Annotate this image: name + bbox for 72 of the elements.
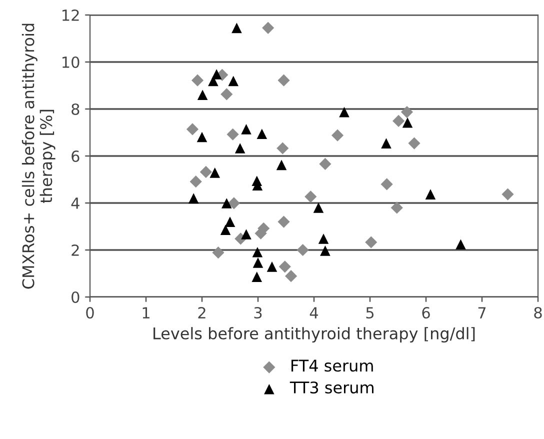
- y-tick-label: 0: [72, 291, 80, 304]
- point: [241, 124, 252, 134]
- point: [276, 160, 287, 170]
- point: [425, 189, 436, 200]
- point: [318, 234, 329, 244]
- point: [320, 246, 330, 256]
- point: [234, 143, 246, 154]
- point: [319, 158, 332, 170]
- point: [188, 193, 199, 204]
- point: [252, 246, 263, 258]
- point: [313, 202, 324, 213]
- x-tick-label: 3: [254, 306, 262, 319]
- point: [339, 106, 350, 118]
- point: [278, 74, 290, 86]
- x-tick-label: 7: [478, 307, 486, 318]
- point: [208, 76, 218, 86]
- point: [212, 246, 224, 259]
- point: [266, 262, 278, 272]
- point: [186, 123, 199, 136]
- point: [232, 22, 242, 34]
- x-tick-label: 4: [310, 307, 318, 318]
- point: [400, 106, 414, 118]
- x-tick-label: 5: [366, 307, 374, 319]
- point: [331, 129, 344, 142]
- point: [252, 272, 262, 282]
- point: [252, 258, 264, 268]
- point: [390, 202, 403, 214]
- y-tick-label: 6: [72, 150, 80, 162]
- x-tick-label: 0: [86, 306, 94, 319]
- point: [220, 88, 233, 100]
- point: [408, 137, 420, 150]
- x-tick-label: 2: [198, 306, 206, 318]
- legend-label: FT4 serum: [292, 360, 373, 372]
- x-tick-label: 8: [534, 306, 542, 319]
- point: [402, 117, 413, 128]
- point: [262, 22, 274, 34]
- point: [381, 138, 392, 148]
- y-tick-label: 2: [72, 244, 79, 256]
- y-tick-label: 10: [62, 56, 80, 68]
- point: [228, 197, 240, 210]
- x-tick-label: 1: [142, 307, 150, 318]
- point: [241, 229, 252, 240]
- point: [380, 178, 393, 190]
- point: [392, 114, 405, 128]
- point: [278, 260, 291, 273]
- point: [224, 216, 236, 227]
- x-axis-title: Levels before antithyroid therapy [ng/dl]: [154, 327, 475, 343]
- point: [220, 224, 231, 235]
- point: [190, 176, 202, 188]
- point: [226, 128, 239, 140]
- point: [228, 76, 239, 86]
- y-tick-label: 4: [71, 198, 80, 209]
- point: [210, 168, 220, 178]
- point: [284, 270, 298, 282]
- point: [365, 236, 378, 248]
- point: [304, 190, 317, 203]
- legend-label: TT3 serum: [290, 381, 374, 394]
- point: [200, 166, 212, 178]
- x-tick-label: 6: [422, 306, 430, 319]
- point: [296, 244, 309, 256]
- point: [276, 142, 289, 154]
- point: [456, 239, 466, 250]
- point: [196, 132, 208, 142]
- point: [502, 188, 514, 200]
- point: [221, 198, 232, 208]
- y-tick-label: 12: [62, 9, 79, 21]
- point: [278, 216, 290, 228]
- y-tick-label: 8: [72, 103, 80, 116]
- point: [191, 74, 204, 86]
- point: [197, 90, 208, 100]
- y-axis-title: CMXRos+ cells before antithyroid therapy [%]: [22, 24, 56, 289]
- point: [256, 128, 268, 140]
